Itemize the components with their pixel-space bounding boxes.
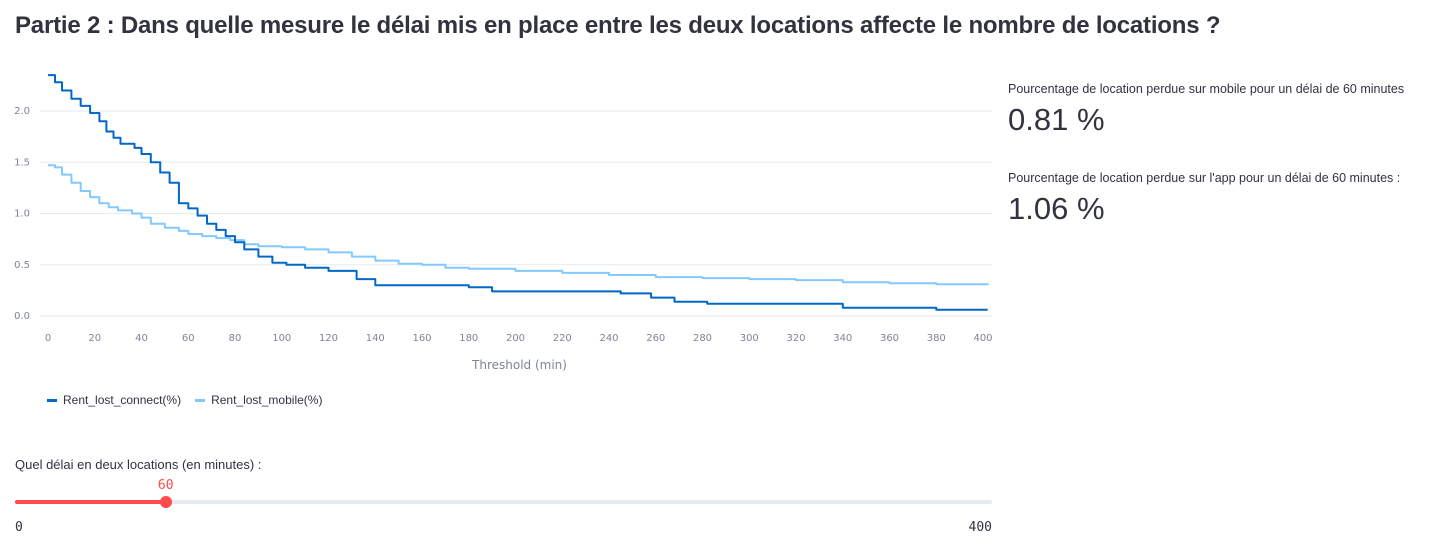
x-tick-label: 220: [553, 333, 572, 344]
chart-legend: Rent_lost_connect(%) Rent_lost_mobile(%): [47, 393, 322, 407]
y-tick-label: 2.0: [14, 106, 30, 117]
x-tick-label: 320: [786, 333, 805, 344]
x-tick-label: 340: [833, 333, 852, 344]
x-tick-label: 280: [693, 333, 712, 344]
line-chart: 0.0 0.5 1.0 1.5 2.0 0 20 40 60 80 100 120 140 160 180 2…: [0, 70, 1000, 380]
x-tick-label: 20: [88, 333, 101, 344]
series-line-rent-lost-connect-: [48, 75, 988, 310]
x-tick-label: 60: [182, 333, 195, 344]
x-tick-label: 240: [599, 333, 618, 344]
x-tick-label: 380: [927, 333, 946, 344]
metric-app: Pourcentage de location perdue sur l'app…: [1008, 171, 1400, 227]
x-tick-label: 80: [229, 333, 242, 344]
slider-label: Quel délai en deux locations (en minutes…: [15, 457, 261, 472]
slider-fill: [15, 500, 166, 504]
legend-label-connect: Rent_lost_connect(%): [63, 393, 181, 407]
page-title: Partie 2 : Dans quelle mesure le délai m…: [15, 12, 1220, 40]
metric-app-label: Pourcentage de location perdue sur l'app…: [1008, 171, 1400, 185]
x-axis-title: Threshold (min): [471, 358, 567, 372]
metric-mobile: Pourcentage de location perdue sur mobil…: [1008, 82, 1404, 138]
legend-item-mobile[interactable]: Rent_lost_mobile(%): [195, 393, 322, 407]
slider-min-label: 0: [15, 520, 23, 535]
delay-slider[interactable]: 60 0 400: [15, 476, 992, 536]
x-tick-label: 0: [45, 333, 51, 344]
legend-swatch-mobile: [195, 399, 205, 402]
x-tick-label: 140: [366, 333, 385, 344]
slider-value: 60: [158, 478, 174, 493]
slider-max-label: 400: [969, 520, 992, 535]
x-tick-label: 40: [135, 333, 148, 344]
y-tick-label: 1.0: [14, 209, 30, 220]
x-tick-label: 260: [646, 333, 665, 344]
x-tick-label: 360: [880, 333, 899, 344]
metric-mobile-label: Pourcentage de location perdue sur mobil…: [1008, 82, 1404, 96]
metric-mobile-value: 0.81 %: [1008, 102, 1404, 138]
series-line-rent-lost-mobile-: [48, 165, 988, 285]
legend-swatch-connect: [47, 399, 57, 402]
legend-label-mobile: Rent_lost_mobile(%): [211, 393, 322, 407]
x-tick-label: 300: [740, 333, 759, 344]
legend-item-connect[interactable]: Rent_lost_connect(%): [47, 393, 181, 407]
x-tick-label: 400: [973, 333, 992, 344]
slider-thumb[interactable]: [160, 496, 172, 508]
y-tick-label: 0.5: [14, 260, 30, 271]
metric-app-value: 1.06 %: [1008, 191, 1400, 227]
x-tick-label: 200: [506, 333, 525, 344]
x-tick-label: 100: [272, 333, 291, 344]
x-tick-label: 180: [459, 333, 478, 344]
x-tick-label: 160: [412, 333, 431, 344]
x-tick-label: 120: [319, 333, 338, 344]
y-tick-label: 0.0: [14, 311, 30, 322]
y-tick-label: 1.5: [14, 157, 30, 168]
